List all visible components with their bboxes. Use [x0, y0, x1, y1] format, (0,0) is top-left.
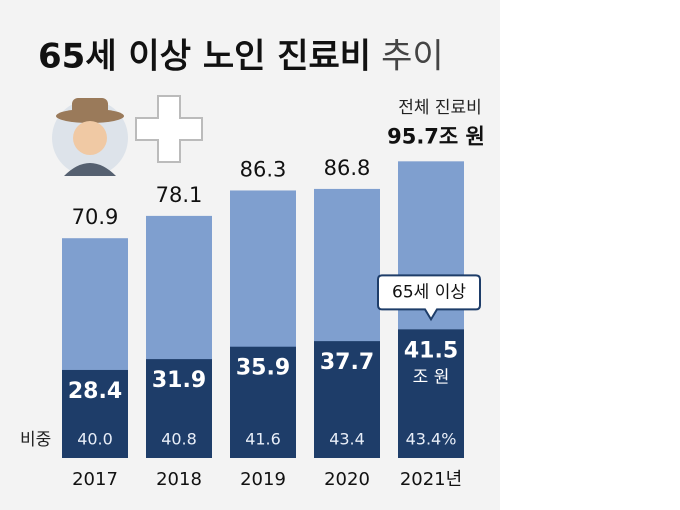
- senior-bar: [62, 369, 128, 458]
- x-tick-label: 2017: [72, 469, 118, 490]
- senior-label: 28.4: [68, 379, 122, 404]
- share-label: 40.8: [161, 430, 197, 449]
- x-tick-label: 2021년: [400, 469, 462, 490]
- x-tick-label: 2018: [156, 469, 202, 490]
- share-label: 41.6: [245, 430, 281, 449]
- senior-unit: 조 원: [413, 367, 450, 387]
- senior-bar: [230, 346, 296, 458]
- share-label: 43.4%: [406, 430, 457, 449]
- senior-bar: [146, 359, 212, 458]
- total-label: 78.1: [156, 183, 203, 207]
- total-label: 70.9: [72, 205, 119, 229]
- callout: [377, 274, 481, 322]
- chart-title-suffix: 추이: [381, 37, 444, 77]
- senior-label: 41.5: [404, 338, 458, 363]
- senior-bar: [314, 341, 380, 458]
- total-label: 95.7조 원: [387, 124, 485, 148]
- senior-label: 31.9: [152, 368, 206, 393]
- callout-label: 65세 이상: [392, 282, 466, 302]
- senior-label: 37.7: [320, 350, 374, 375]
- senior-label: 35.9: [236, 356, 290, 381]
- total-label: 86.3: [240, 157, 287, 181]
- legend-total: 전체 진료비: [398, 98, 482, 118]
- senior-bar: [398, 329, 464, 458]
- elderly-icon: [52, 98, 128, 176]
- chart-title: 65세 이상 노인 진료비: [38, 37, 371, 77]
- share-label: 43.4: [329, 430, 365, 449]
- share-label: 40.0: [77, 430, 113, 449]
- total-label: 86.8: [324, 156, 371, 180]
- share-row-label: 비중: [20, 430, 51, 450]
- x-tick-label: 2020: [324, 469, 370, 490]
- x-tick-label: 2019: [240, 469, 286, 490]
- cross-icon: [135, 95, 203, 163]
